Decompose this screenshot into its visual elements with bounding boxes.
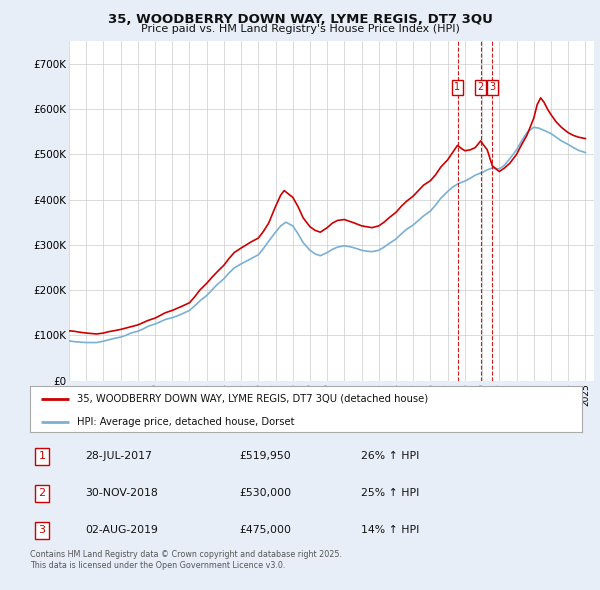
Text: HPI: Average price, detached house, Dorset: HPI: Average price, detached house, Dors… bbox=[77, 417, 295, 427]
Text: Price paid vs. HM Land Registry's House Price Index (HPI): Price paid vs. HM Land Registry's House … bbox=[140, 24, 460, 34]
Text: 35, WOODBERRY DOWN WAY, LYME REGIS, DT7 3QU: 35, WOODBERRY DOWN WAY, LYME REGIS, DT7 … bbox=[107, 13, 493, 26]
Text: £530,000: £530,000 bbox=[240, 489, 292, 499]
Text: 28-JUL-2017: 28-JUL-2017 bbox=[85, 451, 152, 461]
Text: 25% ↑ HPI: 25% ↑ HPI bbox=[361, 489, 419, 499]
Text: 2: 2 bbox=[478, 82, 484, 92]
Text: 1: 1 bbox=[38, 451, 46, 461]
Text: 1: 1 bbox=[454, 82, 461, 92]
Text: 35, WOODBERRY DOWN WAY, LYME REGIS, DT7 3QU (detached house): 35, WOODBERRY DOWN WAY, LYME REGIS, DT7 … bbox=[77, 394, 428, 404]
Text: 02-AUG-2019: 02-AUG-2019 bbox=[85, 526, 158, 536]
Text: 30-NOV-2018: 30-NOV-2018 bbox=[85, 489, 158, 499]
Text: 3: 3 bbox=[489, 82, 496, 92]
Text: £519,950: £519,950 bbox=[240, 451, 292, 461]
Text: This data is licensed under the Open Government Licence v3.0.: This data is licensed under the Open Gov… bbox=[30, 560, 286, 569]
Text: £475,000: £475,000 bbox=[240, 526, 292, 536]
Text: Contains HM Land Registry data © Crown copyright and database right 2025.: Contains HM Land Registry data © Crown c… bbox=[30, 550, 342, 559]
Text: 14% ↑ HPI: 14% ↑ HPI bbox=[361, 526, 419, 536]
Text: 26% ↑ HPI: 26% ↑ HPI bbox=[361, 451, 419, 461]
Text: 3: 3 bbox=[38, 526, 46, 536]
Text: 2: 2 bbox=[38, 489, 46, 499]
